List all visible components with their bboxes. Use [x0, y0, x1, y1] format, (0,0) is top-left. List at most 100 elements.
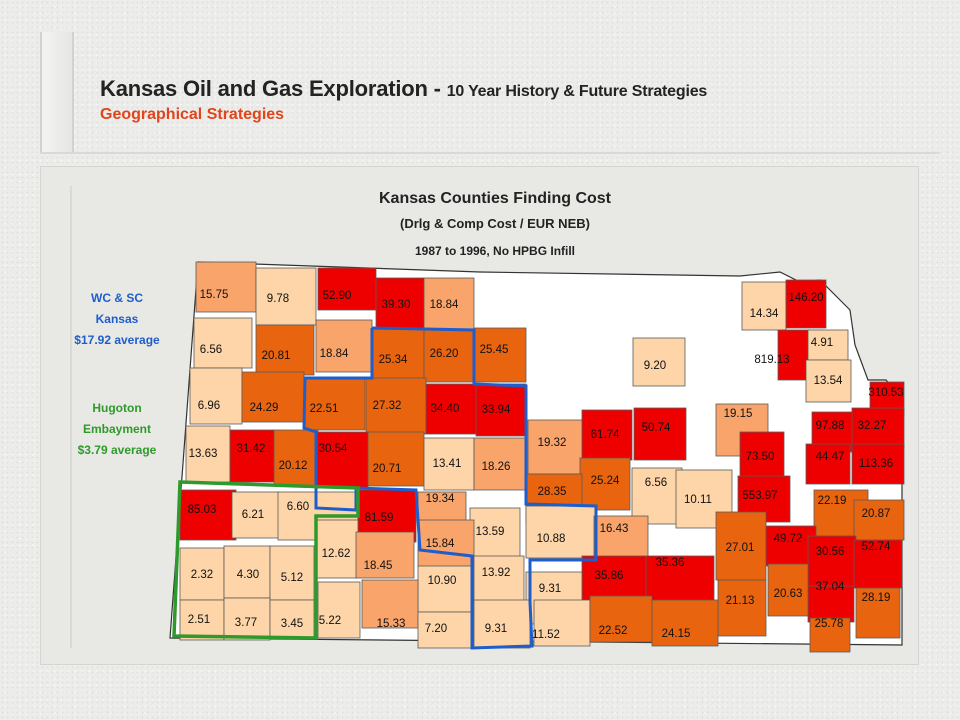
county-0-shape — [195, 261, 257, 313]
county-45-value-label: 85.03 — [188, 504, 217, 516]
county-84-shape — [809, 617, 851, 653]
wc-sc-line1: WC & SC — [91, 291, 143, 305]
county-9-shape — [315, 319, 373, 373]
county-28-value-label: 97.88 — [816, 420, 845, 432]
county-56-value-label: 49.72 — [774, 533, 803, 545]
county-81-value-label: 11.52 — [532, 629, 560, 641]
county-29-shape — [851, 407, 905, 449]
county-66-value-label: 35.36 — [656, 557, 685, 569]
county-29-value-label: 32.27 — [858, 420, 887, 432]
county-2-value-label: 52.90 — [323, 290, 352, 302]
county-35-value-label: 13.41 — [433, 458, 462, 470]
county-19-value-label: 22.51 — [310, 403, 339, 415]
wc-sc-line2: Kansas — [95, 312, 139, 326]
county-5-value-label: 14.34 — [750, 308, 779, 320]
panel-divider — [70, 186, 72, 648]
wc-sc-boundary — [302, 326, 598, 650]
page-title: Kansas Oil and Gas Exploration - 10 Year… — [100, 76, 707, 102]
county-60-shape — [223, 545, 271, 599]
county-59-shape — [179, 547, 225, 601]
county-59-value-label: 2.32 — [191, 569, 213, 581]
county-1-shape — [255, 267, 317, 326]
county-83-value-label: 24.15 — [662, 628, 691, 640]
page-title-sub: 10 Year History & Future Strategies — [446, 83, 708, 100]
county-23-value-label: 310.53 — [868, 387, 903, 399]
county-50-value-label: 13.59 — [476, 526, 505, 538]
county-68-value-label: 13.92 — [482, 567, 511, 579]
county-48-value-label: 19.34 — [426, 493, 455, 505]
county-18-value-label: 24.29 — [250, 402, 279, 414]
county-45-shape — [179, 489, 237, 541]
county-61-value-label: 5.12 — [281, 572, 303, 584]
county-24-value-label: 19.32 — [538, 437, 567, 449]
wc-sc-label: WC & SC Kansas $17.92 average — [52, 288, 182, 351]
county-70-value-label: 37.04 — [816, 581, 845, 593]
county-62-shape — [315, 519, 359, 579]
county-24-shape — [527, 419, 584, 475]
county-79-value-label: 7.20 — [425, 623, 447, 635]
county-68-shape — [473, 555, 525, 605]
county-80-shape — [473, 599, 531, 649]
county-30-shape — [185, 425, 231, 483]
county-36-value-label: 18.26 — [482, 461, 511, 473]
county-71-value-label: 28.19 — [862, 592, 891, 604]
county-9-value-label: 18.84 — [320, 348, 349, 360]
page-title-main: Kansas Oil and Gas Exploration - — [100, 76, 447, 101]
county-37-shape — [739, 431, 785, 485]
county-25-value-label: 61.74 — [591, 429, 620, 441]
divider — [40, 152, 940, 154]
county-83-shape — [651, 599, 719, 647]
county-7-value-label: 6.56 — [200, 344, 222, 356]
county-3-value-label: 39.30 — [382, 299, 411, 311]
county-72-shape — [717, 579, 767, 637]
county-8-value-label: 20.81 — [262, 350, 291, 362]
county-31-value-label: 31.42 — [237, 443, 266, 455]
county-40-value-label: 25.24 — [591, 475, 620, 487]
county-51-shape — [525, 505, 597, 559]
county-73-value-label: 20.63 — [774, 588, 803, 600]
county-0-value-label: 15.75 — [200, 289, 229, 301]
hugoton-average: $3.79 average — [77, 443, 157, 457]
county-51-value-label: 10.88 — [537, 533, 566, 545]
county-13-value-label: 9.20 — [644, 360, 666, 372]
county-58-value-label: 52.74 — [862, 541, 891, 553]
county-72-value-label: 21.13 — [726, 595, 755, 607]
county-3-shape — [375, 277, 425, 331]
county-37-value-label: 73.50 — [746, 451, 775, 463]
county-69-value-label: 9.31 — [539, 583, 561, 595]
county-76-shape — [269, 599, 315, 639]
county-39-shape — [851, 443, 905, 485]
county-66-shape — [645, 555, 715, 609]
county-48-shape — [417, 491, 467, 523]
county-54-shape — [853, 499, 905, 541]
county-80-value-label: 9.31 — [485, 623, 507, 635]
county-47-value-label: 6.60 — [287, 501, 309, 513]
wc-sc-average: $17.92 average — [74, 333, 160, 347]
county-67-shape — [417, 565, 475, 613]
county-26-shape — [633, 407, 687, 461]
county-15-shape — [807, 329, 849, 361]
county-63-shape — [355, 531, 415, 579]
county-13-shape — [632, 337, 686, 387]
county-62-value-label: 12.62 — [322, 548, 351, 560]
county-65-value-label: 35.86 — [595, 570, 624, 582]
county-7-shape — [193, 317, 253, 369]
county-54-value-label: 20.87 — [862, 508, 891, 520]
county-46-value-label: 6.21 — [242, 509, 264, 521]
county-38-value-label: 44.47 — [816, 451, 845, 463]
county-82-value-label: 22.52 — [599, 625, 628, 637]
county-19-shape — [304, 377, 366, 431]
county-63-value-label: 18.45 — [364, 560, 393, 572]
county-41-value-label: 6.56 — [645, 477, 667, 489]
county-14-value-label: 819.13 — [754, 354, 789, 366]
county-55-shape — [715, 511, 767, 581]
county-17-shape — [189, 367, 243, 425]
county-30-value-label: 13.63 — [189, 448, 218, 460]
hugoton-boundary — [172, 480, 360, 640]
county-34-value-label: 20.71 — [373, 463, 402, 475]
county-11-value-label: 26.20 — [430, 348, 459, 360]
hugoton-line2: Embayment — [82, 422, 152, 436]
county-61-shape — [269, 545, 315, 601]
county-38-shape — [805, 443, 851, 485]
